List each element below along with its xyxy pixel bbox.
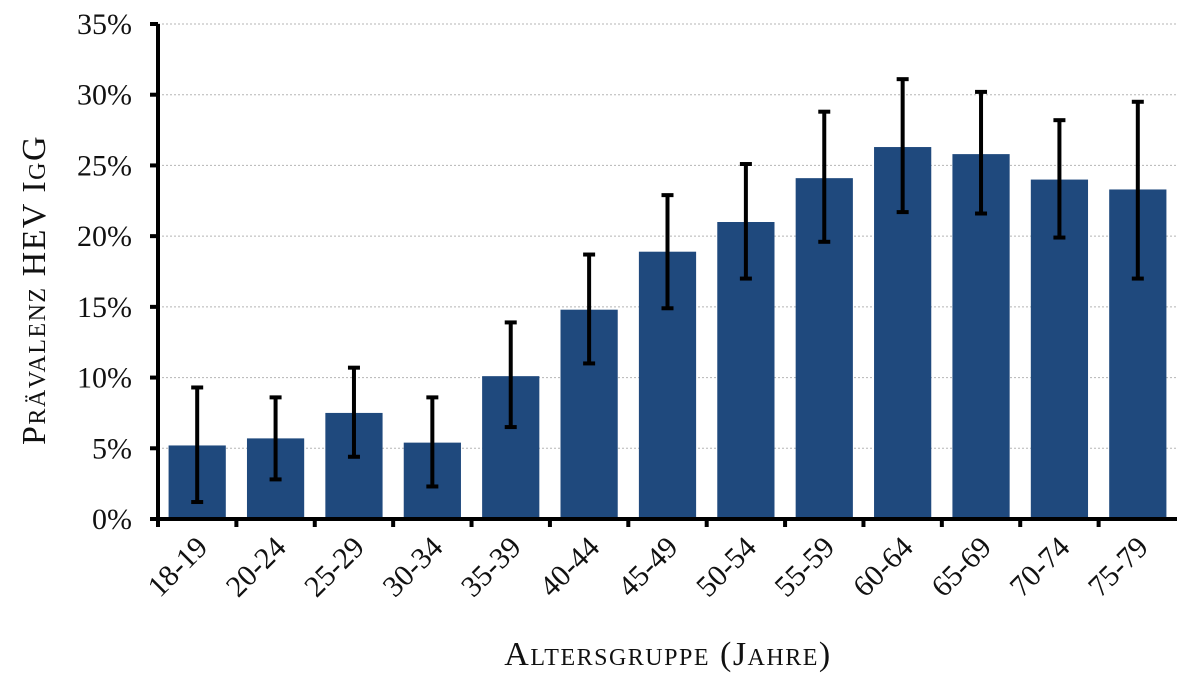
x-tick-labels: 18-19 20-24 25-29 30-34 35-39 40-44 45-49 50-54… bbox=[141, 531, 1154, 604]
x-tick-label: 50-54 bbox=[690, 531, 763, 604]
y-tick-labels: 0% 5% 10% 15% 20% 25% 30% 35% bbox=[77, 8, 132, 536]
x-tick-label: 25-29 bbox=[298, 531, 371, 604]
x-tick-label: 40-44 bbox=[533, 531, 606, 604]
y-tick-label: 15% bbox=[77, 291, 132, 324]
x-tick-label: 20-24 bbox=[220, 531, 293, 604]
y-tick-label: 10% bbox=[77, 362, 132, 395]
x-tick-label: 18-19 bbox=[141, 531, 214, 604]
axes bbox=[150, 22, 1177, 527]
y-tick-label: 25% bbox=[77, 149, 132, 182]
x-tick-label: 45-49 bbox=[612, 531, 685, 604]
error-bars bbox=[191, 77, 1144, 505]
x-tick-label: 65-69 bbox=[925, 531, 998, 604]
y-tick-label: 35% bbox=[77, 8, 132, 41]
x-tick-label: 70-74 bbox=[1004, 531, 1077, 604]
y-tick-label: 0% bbox=[92, 503, 132, 536]
x-tick-label: 30-34 bbox=[376, 531, 449, 604]
bars bbox=[168, 147, 1167, 520]
y-tick-label: 5% bbox=[92, 432, 132, 465]
x-tick-label: 35-39 bbox=[455, 531, 528, 604]
y-tick-label: 20% bbox=[77, 220, 132, 253]
x-axis-title: Altersgruppe (Jahre) bbox=[504, 636, 831, 673]
x-tick-label: 55-59 bbox=[768, 531, 841, 604]
x-tick-label: 75-79 bbox=[1082, 531, 1155, 604]
x-tick-label: 60-64 bbox=[847, 531, 920, 604]
y-axis-title: Prävalenz HEV IgG bbox=[16, 135, 53, 445]
y-tick-label: 30% bbox=[77, 79, 132, 112]
